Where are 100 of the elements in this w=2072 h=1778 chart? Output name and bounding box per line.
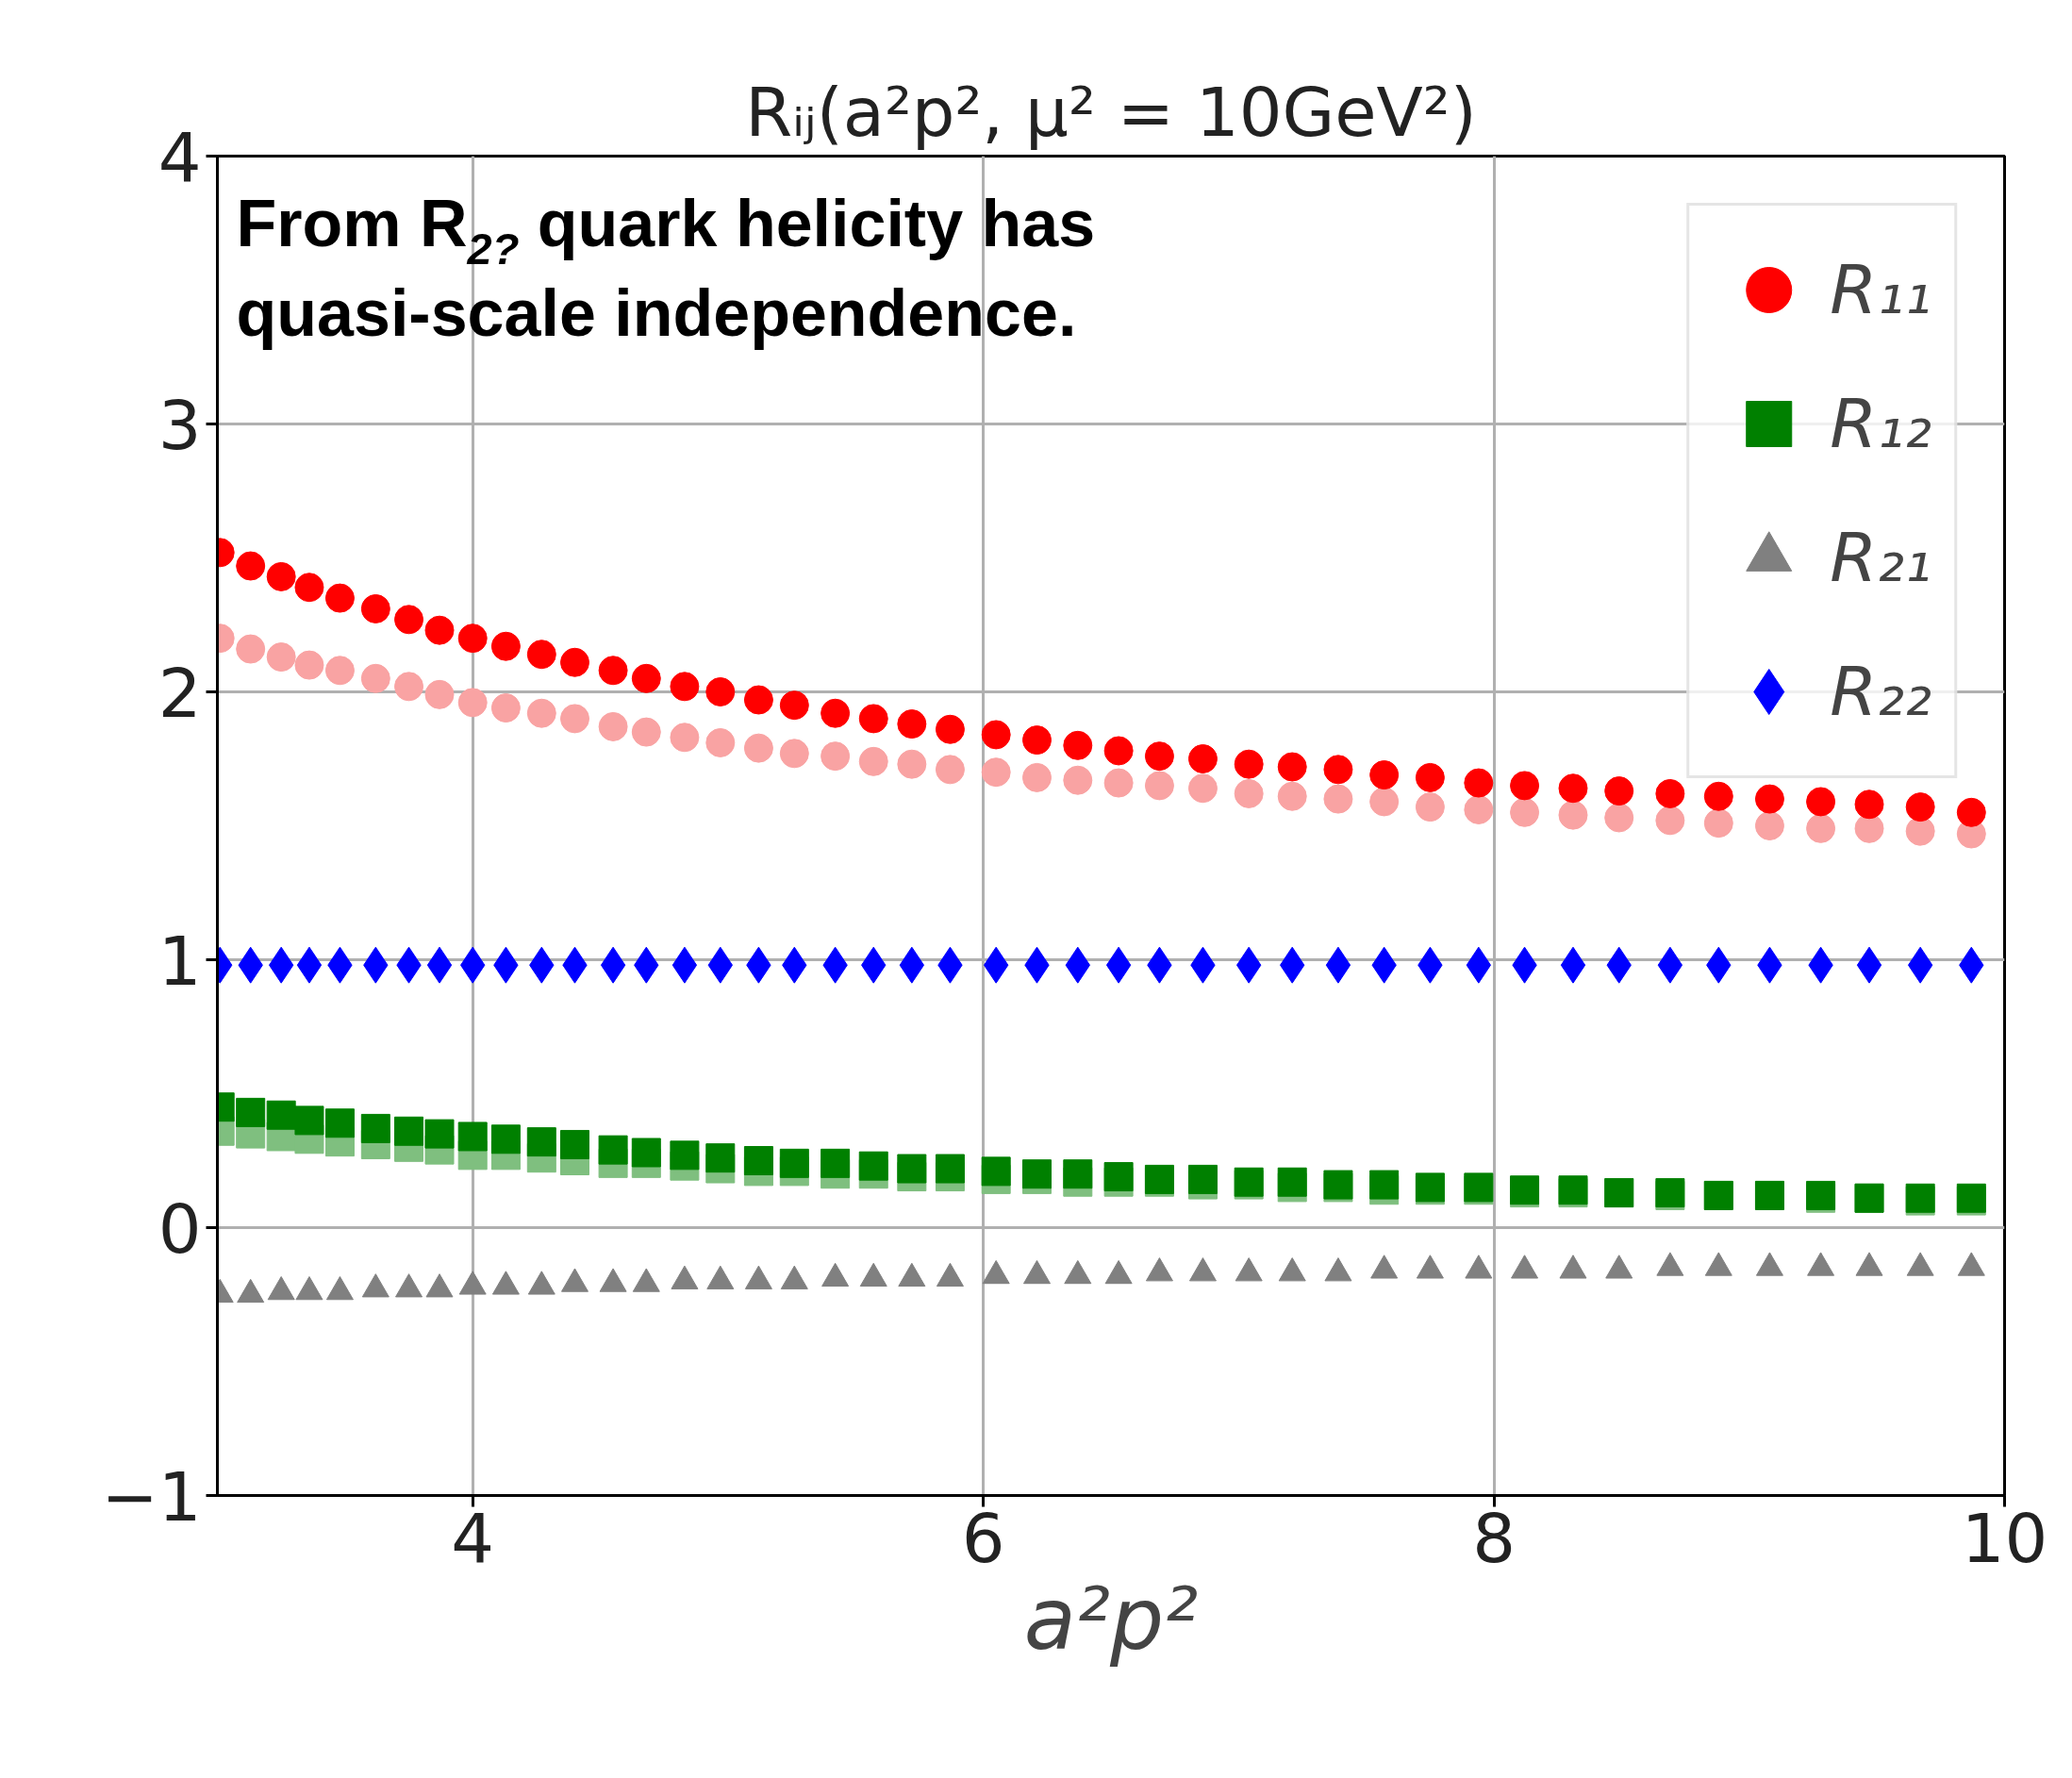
point [858, 704, 888, 734]
point [821, 698, 851, 728]
point [394, 672, 424, 702]
x-tick-label: 10 [1961, 1498, 2048, 1578]
point [1510, 771, 1540, 801]
point [598, 1135, 628, 1165]
point [1415, 792, 1445, 823]
point [821, 1148, 851, 1178]
point [935, 714, 965, 744]
legend-label: R₁₁ [1830, 249, 1931, 331]
point [1657, 946, 1683, 984]
point [779, 690, 809, 721]
point [1144, 771, 1174, 801]
point [1369, 1170, 1400, 1200]
x-tick-label: 6 [961, 1498, 1005, 1578]
point [1856, 946, 1882, 984]
point [1187, 1164, 1218, 1194]
point [598, 711, 628, 741]
point [424, 615, 455, 645]
point [296, 946, 323, 984]
point [670, 1140, 700, 1171]
point [457, 1122, 488, 1152]
point [266, 642, 296, 673]
point [897, 749, 927, 779]
point [1558, 773, 1588, 804]
legend-label: R₁₂ [1830, 383, 1931, 465]
point [360, 663, 390, 693]
point [1021, 725, 1052, 756]
point [743, 1146, 773, 1175]
point [1234, 778, 1264, 808]
point [1560, 946, 1586, 984]
point [1144, 741, 1174, 772]
point [935, 755, 965, 785]
point [899, 946, 925, 984]
point [266, 561, 296, 591]
point [631, 717, 661, 747]
y-tick-label: 0 [157, 1189, 202, 1269]
point [1854, 789, 1884, 820]
point [424, 679, 455, 709]
point [981, 1156, 1011, 1187]
point [1063, 1159, 1093, 1189]
point [1277, 781, 1307, 811]
point [743, 685, 773, 715]
point [394, 1116, 424, 1146]
point [631, 1138, 661, 1168]
point [1510, 797, 1540, 827]
point [426, 946, 453, 984]
point [1103, 768, 1134, 798]
point [1277, 752, 1307, 782]
legend-label: R₂₁ [1830, 517, 1931, 599]
x-axis-title: a²p² [1023, 1569, 1199, 1669]
point [360, 593, 390, 623]
y-tick-label: 4 [157, 118, 202, 197]
point [705, 677, 736, 706]
point [1187, 773, 1218, 804]
point [858, 1151, 888, 1181]
y-tick-label: 3 [157, 386, 202, 465]
y-tick-label: 1 [157, 922, 202, 1001]
point [324, 583, 355, 613]
point [1234, 749, 1264, 779]
point [294, 650, 324, 680]
point [1604, 803, 1634, 833]
point [1655, 806, 1685, 836]
point [526, 1127, 556, 1157]
point [266, 1100, 296, 1130]
point [360, 1113, 390, 1143]
point [1323, 755, 1353, 785]
point [1103, 736, 1134, 766]
point [560, 647, 589, 677]
point [935, 1154, 965, 1184]
point [560, 1129, 589, 1159]
point [705, 727, 736, 757]
point [324, 656, 355, 686]
point [1604, 776, 1634, 806]
point [897, 1154, 927, 1184]
point [671, 946, 698, 984]
point [1806, 787, 1836, 817]
point [1325, 946, 1351, 984]
point [1063, 765, 1093, 795]
x-tick-label: 8 [1472, 1498, 1516, 1578]
point [457, 623, 488, 654]
point [236, 1097, 266, 1127]
point [424, 1119, 455, 1149]
point [457, 688, 488, 718]
point [526, 698, 556, 728]
point [294, 1105, 324, 1136]
point [1464, 768, 1494, 798]
y-tick-label: 2 [157, 654, 202, 733]
point [631, 663, 661, 693]
point [743, 733, 773, 763]
point [858, 746, 888, 776]
point [670, 672, 700, 702]
point [1703, 808, 1733, 839]
point [670, 723, 700, 753]
point [1956, 797, 1986, 827]
point [324, 1108, 355, 1138]
point [600, 946, 626, 984]
y-tick-label: −1 [101, 1457, 202, 1537]
point [779, 739, 809, 769]
point [1754, 811, 1784, 840]
